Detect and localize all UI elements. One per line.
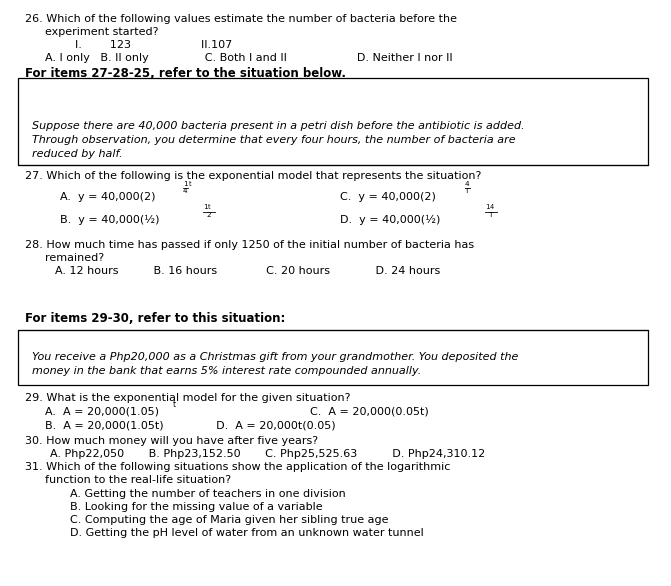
Text: 27. Which of the following is the exponential model that represents the situatio: 27. Which of the following is the expone… [25, 171, 481, 181]
Text: T: T [489, 212, 493, 218]
Text: Through observation, you determine that every four hours, the number of bacteria: Through observation, you determine that … [32, 135, 515, 145]
Text: 1: 1 [485, 204, 490, 210]
Text: A. Getting the number of teachers in one division: A. Getting the number of teachers in one… [70, 489, 346, 499]
Text: B.  y = 40,000(½): B. y = 40,000(½) [60, 215, 160, 225]
Text: For items 27-28-25, refer to the situation below.: For items 27-28-25, refer to the situati… [25, 67, 346, 80]
Text: experiment started?: experiment started? [45, 27, 158, 37]
Text: A.  y = 40,000(2): A. y = 40,000(2) [60, 192, 156, 202]
Text: 30. How much money will you have after five years?: 30. How much money will you have after f… [25, 436, 318, 446]
Text: 1: 1 [183, 181, 188, 187]
Text: 26. Which of the following values estimate the number of bacteria before the: 26. Which of the following values estima… [25, 14, 457, 24]
Text: D. Getting the pH level of water from an unknown water tunnel: D. Getting the pH level of water from an… [70, 528, 424, 538]
Text: C.  y = 40,000(2): C. y = 40,000(2) [340, 192, 436, 202]
Bar [18, 330, 648, 385]
Text: I.        123                    II.107: I. 123 II.107 [75, 40, 232, 50]
Text: C.  A = 20,000(0.05t): C. A = 20,000(0.05t) [310, 407, 429, 417]
Text: 1: 1 [203, 204, 207, 210]
Text: A.  A = 20,000(1.05): A. A = 20,000(1.05) [45, 407, 159, 417]
Text: B.  A = 20,000(1.05t)               D.  A = 20,000t(0.05): B. A = 20,000(1.05t) D. A = 20,000t(0.05… [45, 420, 336, 430]
Text: C. Computing the age of Maria given her sibling true age: C. Computing the age of Maria given her … [70, 515, 389, 525]
Text: For items 29-30, refer to this situation:: For items 29-30, refer to this situation… [25, 312, 285, 325]
Text: D.  y = 40,000(½): D. y = 40,000(½) [340, 215, 440, 225]
Text: 4: 4 [490, 204, 494, 210]
Text: t: t [189, 181, 192, 187]
Text: 28. How much time has passed if only 1250 of the initial number of bacteria has: 28. How much time has passed if only 125… [25, 240, 474, 250]
Text: reduced by half.: reduced by half. [32, 149, 123, 159]
Text: t: t [173, 400, 176, 409]
Text: t: t [208, 204, 211, 210]
Text: A. I only   B. II only                C. Both I and II                    D. Nei: A. I only B. II only C. Both I and II D.… [45, 53, 453, 63]
Text: money in the bank that earns 5% interest rate compounded annually.: money in the bank that earns 5% interest… [32, 366, 421, 376]
Text: remained?: remained? [45, 253, 104, 263]
Text: function to the real-life situation?: function to the real-life situation? [45, 475, 231, 485]
Text: 2: 2 [206, 212, 211, 218]
Text: B. Looking for the missing value of a variable: B. Looking for the missing value of a va… [70, 502, 323, 512]
Text: 29. What is the exponential model for the given situation?: 29. What is the exponential model for th… [25, 393, 350, 403]
Text: A. 12 hours          B. 16 hours              C. 20 hours             D. 24 hour: A. 12 hours B. 16 hours C. 20 hours D. 2… [55, 266, 440, 276]
Bar [18, 78, 648, 165]
Text: You receive a Php20,000 as a Christmas gift from your grandmother. You deposited: You receive a Php20,000 as a Christmas g… [32, 352, 519, 362]
Text: 4: 4 [465, 181, 470, 187]
Text: 31. Which of the following situations show the application of the logarithmic: 31. Which of the following situations sh… [25, 462, 450, 472]
Text: Suppose there are 40,000 bacteria present in a petri dish before the antibiotic : Suppose there are 40,000 bacteria presen… [32, 121, 525, 131]
Text: A. Php22,050       B. Php23,152.50       C. Php25,525.63          D. Php24,310.1: A. Php22,050 B. Php23,152.50 C. Php25,52… [50, 449, 485, 459]
Text: T: T [465, 188, 470, 194]
Text: 4: 4 [183, 188, 188, 194]
